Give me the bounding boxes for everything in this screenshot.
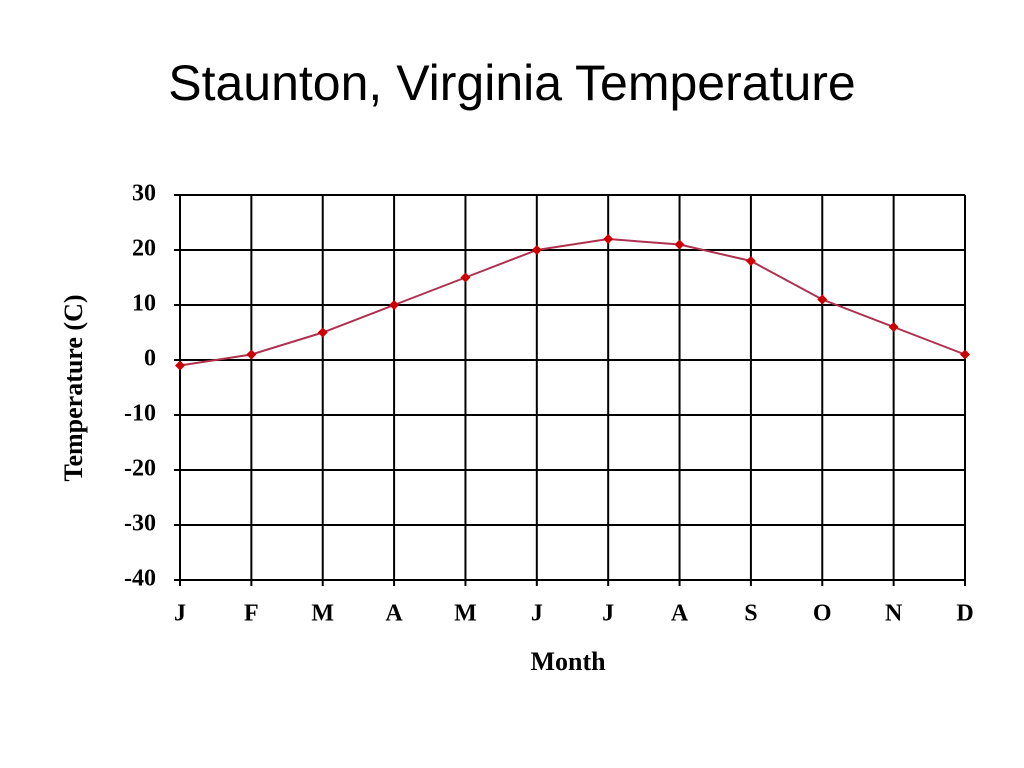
y-tick-label: -40 (124, 566, 156, 592)
x-tick-label: A (671, 601, 689, 627)
x-tick-label: M (454, 601, 477, 627)
x-axis-label: Month (530, 647, 606, 676)
x-tick-label: A (385, 601, 403, 627)
data-point (317, 327, 328, 338)
y-tick-label: 30 (132, 181, 156, 207)
x-tick-label: F (244, 601, 259, 627)
data-point (460, 272, 471, 283)
data-point (175, 360, 185, 371)
data-point (960, 349, 970, 360)
y-tick-label: 20 (132, 236, 156, 262)
data-line (179, 237, 966, 367)
x-tick-label: M (311, 601, 334, 627)
data-point (674, 239, 685, 250)
x-tick-label: J (531, 601, 543, 627)
y-tick-label: 10 (132, 291, 156, 317)
x-tick-label: J (602, 601, 614, 627)
x-tick-label: N (885, 601, 903, 627)
chart-title: Staunton, Virginia Temperature (168, 55, 855, 111)
y-tick-label: -10 (124, 401, 156, 427)
data-point (389, 300, 400, 310)
y-tick-label: 0 (144, 346, 156, 372)
x-tick-label: O (813, 601, 832, 627)
data-point (745, 256, 756, 266)
data-point (246, 349, 257, 360)
x-tick-label: J (174, 601, 186, 627)
data-point (603, 234, 614, 244)
y-tick-label: -20 (124, 456, 156, 482)
data-point (817, 294, 828, 305)
data-point (888, 322, 899, 332)
data-point (531, 245, 542, 255)
y-tick-label: -30 (124, 511, 156, 537)
y-axis-label: Temperature (C) (59, 294, 88, 481)
x-tick-label: D (956, 601, 973, 627)
x-tick-label: S (744, 601, 757, 627)
